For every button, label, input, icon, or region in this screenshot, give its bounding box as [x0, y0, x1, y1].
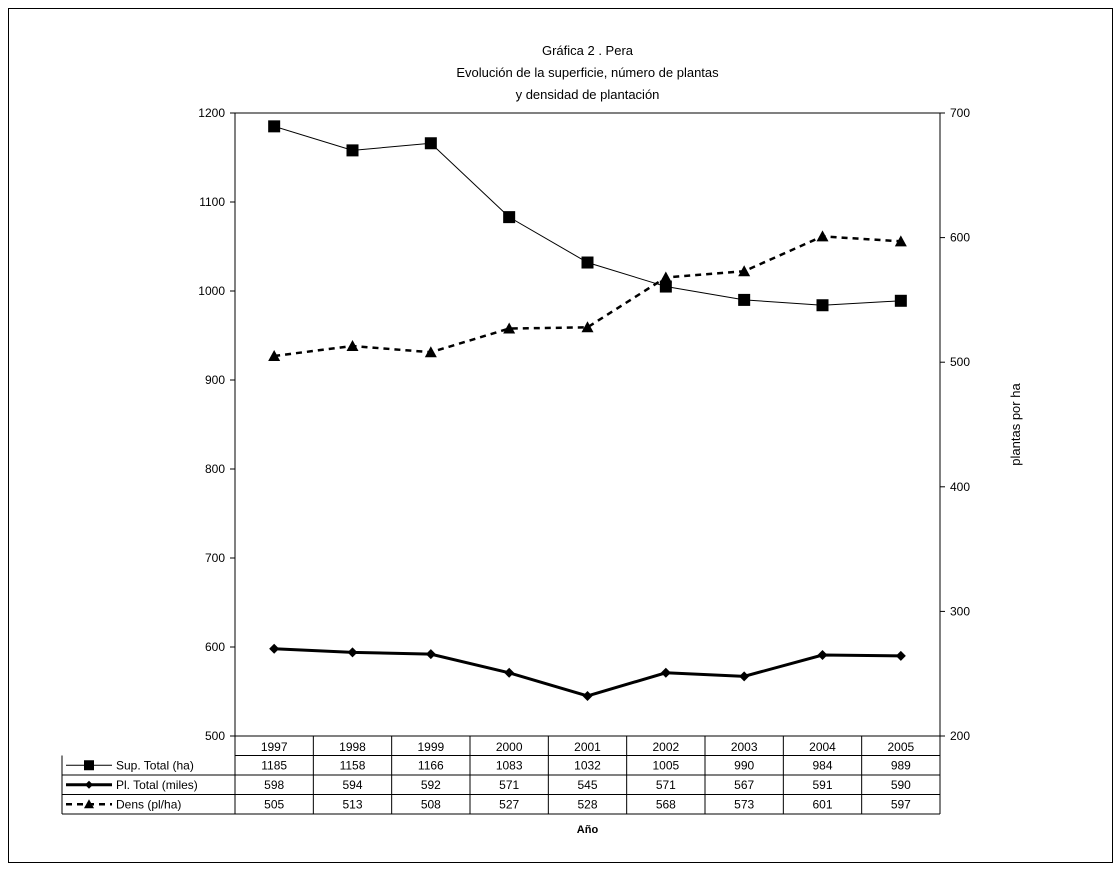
table-cell-value: 594	[342, 778, 362, 792]
y-right-tick-label: 500	[950, 355, 970, 369]
table-cell-value: 597	[891, 797, 911, 811]
data-point-diamond	[817, 650, 828, 661]
data-point-square	[581, 256, 594, 269]
data-point-square	[424, 137, 437, 150]
table-cell-value: 567	[734, 778, 754, 792]
data-point-diamond	[269, 643, 280, 654]
data-point-diamond	[582, 690, 593, 701]
legend-label: Pl. Total (miles)	[116, 778, 198, 792]
data-point-diamond	[895, 650, 906, 661]
table-cell-value: 990	[734, 758, 754, 772]
data-point-triangle	[738, 265, 751, 277]
table-cell-value: 571	[499, 778, 519, 792]
x-tick-label: 2000	[496, 740, 523, 754]
table-cell-value: 508	[421, 797, 441, 811]
data-point-triangle	[346, 340, 359, 352]
table-cell-value: 1083	[496, 758, 523, 772]
y-left-tick-label: 700	[205, 551, 225, 565]
x-tick-label: 1997	[261, 740, 288, 754]
table-cell-value: 568	[656, 797, 676, 811]
y-right-tick-label: 600	[950, 231, 970, 245]
table-cell-value: 989	[891, 758, 911, 772]
legend-label: Sup. Total (ha)	[116, 758, 194, 772]
chart-title-line-3: y densidad de plantación	[516, 87, 660, 102]
data-point-diamond	[739, 671, 750, 682]
table-cell-value: 592	[421, 778, 441, 792]
legend-label: Dens (pl/ha)	[116, 797, 181, 811]
chart-title-line-2: Evolución de la superficie, número de pl…	[456, 65, 719, 80]
plot-area	[234, 112, 941, 737]
data-point-diamond	[660, 667, 671, 678]
table-cell-value: 601	[812, 797, 832, 811]
y-axis-right-label: plantas por ha	[1008, 383, 1023, 466]
x-tick-label: 2002	[652, 740, 679, 754]
x-tick-label: 2004	[809, 740, 836, 754]
data-point-triangle	[581, 321, 594, 333]
y-left-tick-label: 500	[205, 729, 225, 743]
x-tick-label: 1998	[339, 740, 366, 754]
series-line	[274, 125, 901, 306]
data-point-triangle	[894, 235, 907, 247]
data-point-square	[268, 120, 281, 133]
data-point-triangle	[503, 322, 516, 334]
data-point-square	[816, 299, 829, 312]
y-right-tick-label: 700	[950, 106, 970, 120]
x-tick-label: 2005	[887, 740, 914, 754]
table-cell-value: 545	[577, 778, 597, 792]
data-point-square	[894, 294, 907, 307]
table-cell-value: 573	[734, 797, 754, 811]
table-cell-value: 527	[499, 797, 519, 811]
table-cell-value: 598	[264, 778, 284, 792]
chart-title-line-1: Gráfica 2 . Pera	[542, 43, 634, 58]
data-point-diamond	[425, 649, 436, 660]
data-point-square	[346, 144, 359, 157]
legend-key-triangle	[84, 799, 94, 809]
chart-frame	[8, 8, 1113, 863]
x-axis-label: Año	[577, 824, 599, 836]
table-cell-value: 984	[812, 758, 832, 772]
table-cell-value: 1166	[418, 758, 444, 772]
table-cell-value: 1185	[261, 758, 287, 772]
table-cell-value: 571	[656, 778, 676, 792]
table-cell-value: 591	[812, 778, 832, 792]
data-point-diamond	[347, 647, 358, 658]
series-line	[274, 235, 901, 358]
x-tick-label: 2001	[574, 740, 601, 754]
data-point-square	[503, 211, 516, 224]
data-point-triangle	[659, 271, 672, 283]
y-left-tick-label: 1100	[199, 195, 225, 209]
table-cell-value: 590	[891, 778, 911, 792]
data-point-square	[659, 280, 672, 293]
x-tick-label: 1999	[417, 740, 444, 754]
table-cell-value: 505	[264, 797, 284, 811]
table-cell-value: 1158	[340, 758, 366, 772]
x-tick-label: 2003	[731, 740, 758, 754]
y-left-tick-label: 1000	[198, 284, 225, 298]
legend-key-diamond	[85, 780, 93, 789]
data-point-triangle	[424, 346, 437, 358]
data-point-triangle	[816, 230, 829, 242]
data-point-triangle	[268, 349, 281, 361]
series-line	[274, 647, 901, 698]
data-point-square	[738, 293, 751, 306]
table-cell-value: 513	[342, 797, 362, 811]
data-point-diamond	[504, 667, 515, 678]
y-right-tick-label: 300	[950, 604, 970, 618]
legend-key-square	[84, 760, 94, 771]
y-left-tick-label: 1200	[198, 106, 225, 120]
y-right-tick-label: 200	[950, 729, 970, 743]
table-cell-value: 1005	[652, 758, 679, 772]
y-left-tick-label: 800	[205, 462, 225, 476]
table-cell-value: 528	[577, 797, 597, 811]
y-left-tick-label: 900	[205, 373, 225, 387]
table-cell-value: 1032	[574, 758, 601, 772]
y-right-tick-label: 400	[950, 480, 970, 494]
y-left-tick-label: 600	[205, 640, 225, 654]
